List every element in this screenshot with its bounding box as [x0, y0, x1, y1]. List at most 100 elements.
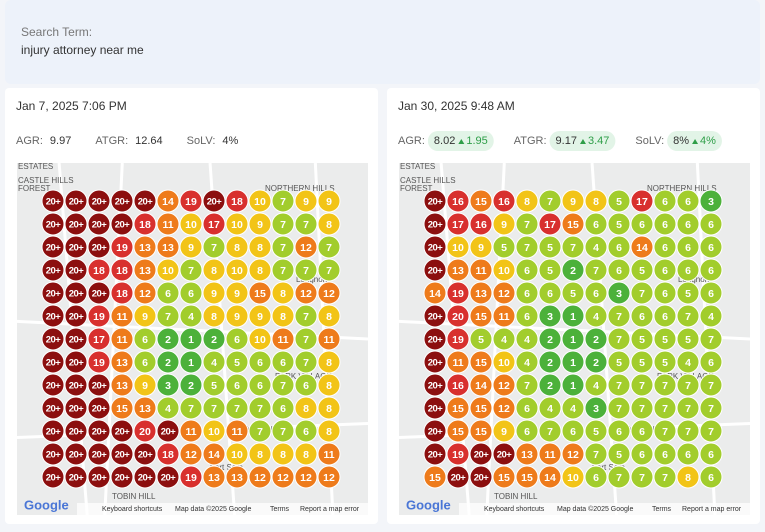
- rank-dot: [225, 350, 249, 374]
- rank-label: 7: [639, 288, 645, 300]
- rank-dot: [630, 350, 654, 374]
- rank-dot: [271, 304, 295, 328]
- rank-dot: [202, 350, 226, 374]
- rank-label: 7: [593, 449, 599, 461]
- rank-label: 6: [257, 357, 263, 369]
- rank-dot: [225, 235, 249, 259]
- rank-dot: [630, 465, 654, 489]
- rank-dot: [423, 304, 447, 328]
- rank-label: 9: [257, 311, 263, 323]
- rank-label: 10: [185, 219, 197, 231]
- rank-dot: [653, 258, 677, 282]
- rank-dot: [64, 189, 88, 213]
- rank-label: 6: [303, 426, 309, 438]
- rank-dot: [699, 396, 723, 420]
- rank-label: 7: [326, 265, 332, 277]
- rank-label: 6: [593, 219, 599, 231]
- rank-label: 13: [231, 472, 243, 484]
- rank-dot: [630, 258, 654, 282]
- rank-label: 15: [429, 472, 441, 484]
- rank-dot: [584, 235, 608, 259]
- rank-dot: [271, 235, 295, 259]
- rank-dot: [202, 396, 226, 420]
- rank-label: 2: [211, 334, 217, 346]
- rank-dot: [699, 419, 723, 443]
- rank-dot: [179, 212, 203, 236]
- rank-dot: [87, 350, 111, 374]
- rank-dot: [446, 442, 470, 466]
- rank-dot: [133, 465, 157, 489]
- rank-label: 20+: [69, 197, 85, 208]
- rank-dot: [469, 235, 493, 259]
- rank-label: 20+: [428, 450, 444, 461]
- rank-label: 5: [501, 242, 507, 254]
- rank-dot: [469, 304, 493, 328]
- rank-dot: [538, 235, 562, 259]
- rank-label: 18: [162, 449, 174, 461]
- rank-dot: [607, 465, 631, 489]
- rank-dot: [423, 396, 447, 420]
- rank-dot: [607, 442, 631, 466]
- rank-label: 10: [254, 196, 266, 208]
- metric-value: 12.64: [135, 135, 163, 147]
- rank-label: 8: [211, 265, 217, 277]
- rank-label: 5: [639, 357, 645, 369]
- rank-label: 4: [685, 357, 691, 369]
- rank-dot: [64, 350, 88, 374]
- rank-label: 7: [685, 311, 691, 323]
- rank-dot: [202, 304, 226, 328]
- rank-label: 8: [280, 449, 286, 461]
- rank-label: 6: [662, 288, 668, 300]
- rank-label: 20+: [69, 450, 85, 461]
- rank-dot: [676, 396, 700, 420]
- rank-label: 3: [708, 196, 714, 208]
- rank-label: 4: [708, 311, 714, 323]
- rank-label: 8: [234, 242, 240, 254]
- rank-label: 19: [185, 196, 197, 208]
- rank-dot: [248, 304, 272, 328]
- rank-dot: [87, 396, 111, 420]
- rank-dot: [699, 442, 723, 466]
- footer-link: Map data ©2025 Google: [557, 505, 633, 513]
- rank-label: 7: [639, 380, 645, 392]
- rank-label: 20+: [69, 473, 85, 484]
- rank-label: 14: [429, 288, 441, 300]
- rank-dot: [64, 442, 88, 466]
- rank-label: 19: [452, 288, 464, 300]
- rank-dot: [317, 189, 341, 213]
- rank-dot: [248, 189, 272, 213]
- rank-dot: [469, 281, 493, 305]
- rank-label: 6: [280, 357, 286, 369]
- rank-label: 3: [616, 288, 622, 300]
- rank-dot: [538, 350, 562, 374]
- rank-label: 11: [231, 426, 242, 438]
- rank-dot: [699, 327, 723, 351]
- rank-label: 9: [257, 219, 263, 231]
- rank-dot: [561, 189, 585, 213]
- rank-label: 15: [475, 196, 487, 208]
- rank-dot: [676, 442, 700, 466]
- rank-label: 12: [323, 288, 335, 300]
- rank-dot: [225, 189, 249, 213]
- rank-dot: [515, 258, 539, 282]
- rank-label: 6: [662, 242, 668, 254]
- rank-dot: [110, 258, 134, 282]
- rank-label: 4: [165, 403, 171, 415]
- rank-label: 7: [234, 403, 240, 415]
- rank-dot: [561, 235, 585, 259]
- rank-dot: [202, 327, 226, 351]
- rank-label: 7: [303, 265, 309, 277]
- rank-label: 20+: [115, 197, 131, 208]
- rank-label: 10: [254, 334, 266, 346]
- rank-dot: [248, 396, 272, 420]
- rank-dot: [87, 235, 111, 259]
- rank-dot: [87, 419, 111, 443]
- rank-label: 13: [521, 449, 533, 461]
- google-logo: Google: [406, 497, 451, 512]
- metric-delta: 3.47: [588, 135, 609, 147]
- rank-label: 17: [208, 219, 220, 231]
- rank-label: 6: [547, 288, 553, 300]
- rank-dot: [423, 212, 447, 236]
- rank-dot: [294, 212, 318, 236]
